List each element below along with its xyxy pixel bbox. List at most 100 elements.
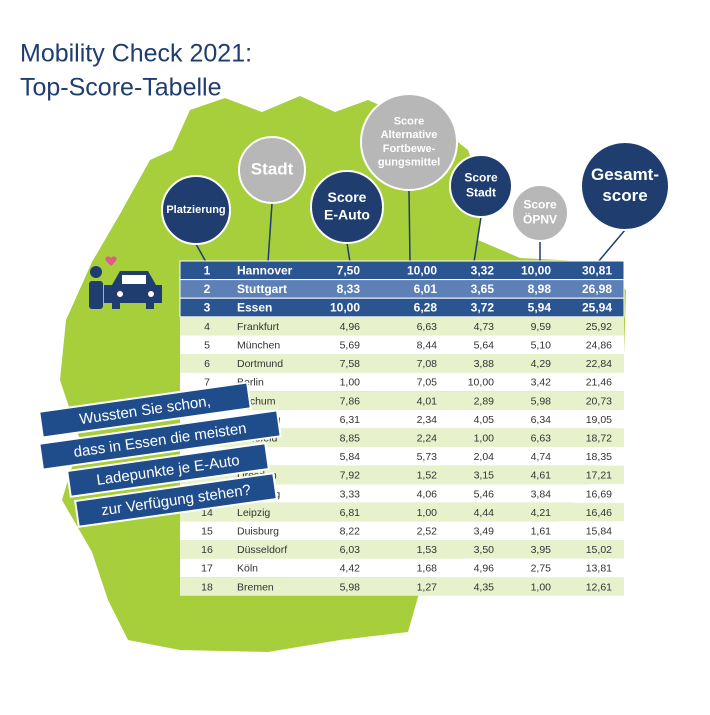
title: Mobility Check 2021: [20,40,252,68]
car-icon [89,256,162,309]
header-label: Score [523,198,557,212]
score: 21,46 [586,377,612,389]
rank: 6 [204,358,210,370]
score: 3,50 [474,544,495,556]
score: 16,46 [586,507,612,519]
score: 5,94 [528,301,552,315]
score: 3,88 [474,358,495,370]
score: 7,05 [417,377,438,389]
score: 3,65 [471,282,495,296]
city: Essen [237,301,272,315]
city: München [237,339,280,351]
score: 10,00 [521,263,551,277]
score: 5,69 [340,339,361,351]
header-label: ÖPNV [523,212,557,227]
callout-box [38,409,282,471]
score: 16,69 [586,488,612,500]
table-row [180,428,624,447]
rank: 17 [201,563,213,575]
score: 13,81 [586,563,612,575]
score: 6,34 [531,414,552,426]
score: 4,61 [531,470,552,482]
table-row [180,372,624,392]
header-bubble [238,136,306,204]
header-bubble [580,141,670,231]
score: 5,98 [531,395,552,407]
score: 2,52 [417,525,438,537]
score: 3,72 [471,301,495,315]
callout-box [38,381,252,439]
header-label: gungsmittel [378,157,440,169]
score: 6,03 [340,544,361,556]
header-label: Stadt [466,186,496,200]
score: 7,86 [340,395,361,407]
header-bubble [511,184,569,242]
score: 25,94 [582,301,612,315]
city: Stuttgart [237,282,287,296]
header-bubble [449,154,513,218]
score: 8,44 [417,339,438,351]
header-bubble [161,175,231,245]
city: Bremen [237,581,274,593]
score: 1,68 [417,563,438,575]
score: 6,63 [417,321,438,333]
connector [473,216,482,263]
city: Dortmund [237,358,283,370]
score: 26,98 [582,282,612,296]
score: 6,28 [414,301,438,315]
score: 8,22 [340,525,361,537]
score: 22,84 [586,358,612,370]
score: 12,61 [586,581,612,593]
score: 2,34 [417,414,438,426]
header-label: Stadt [251,159,294,178]
score: 8,33 [337,282,361,296]
callout-line: zur Verfügung stehen? [74,472,278,528]
score: 1,27 [417,581,438,593]
header-label: Fortbewe- [383,143,436,155]
score: 4,06 [417,488,438,500]
score: 10,00 [330,301,360,315]
table-row [180,577,624,596]
score: 15,84 [586,525,612,537]
score: 10,00 [407,263,437,277]
table-row [180,484,624,503]
city: Hannover [237,263,293,277]
score: 6,63 [531,432,552,444]
score: 6,01 [414,282,438,296]
score: 24,86 [586,339,612,351]
city: Köln [237,563,258,575]
score: 3,49 [474,525,495,537]
score: 20,73 [586,395,612,407]
table-row [180,409,624,429]
table-row [180,558,624,578]
score: 5,73 [417,451,438,463]
header-label: Gesamt- [591,165,659,184]
score: 3,84 [531,488,552,500]
score: 18,35 [586,451,612,463]
table-row [180,316,624,336]
table-row [180,447,624,466]
score: 3,95 [531,544,552,556]
header-bubble [310,170,384,244]
city: Duisburg [237,525,279,537]
score: 1,00 [531,581,552,593]
rank: 1 [204,263,211,277]
score: 3,15 [474,470,495,482]
score: 8,85 [340,432,361,444]
score: 1,52 [417,470,438,482]
score: 17,21 [586,470,612,482]
score: 3,32 [471,263,495,277]
header-label: Score [464,171,498,185]
table-row [180,391,624,410]
score: 4,44 [474,507,495,519]
header-label: Score [394,115,425,127]
title: Top-Score-Tabelle [20,74,222,102]
header-label: score [602,186,647,205]
score: 2,24 [417,432,438,444]
header-label: Alternative [381,129,438,141]
score: 1,53 [417,544,438,556]
rank: 4 [204,321,210,333]
header-label: Platzierung [166,204,225,216]
rank: 7 [204,377,210,389]
